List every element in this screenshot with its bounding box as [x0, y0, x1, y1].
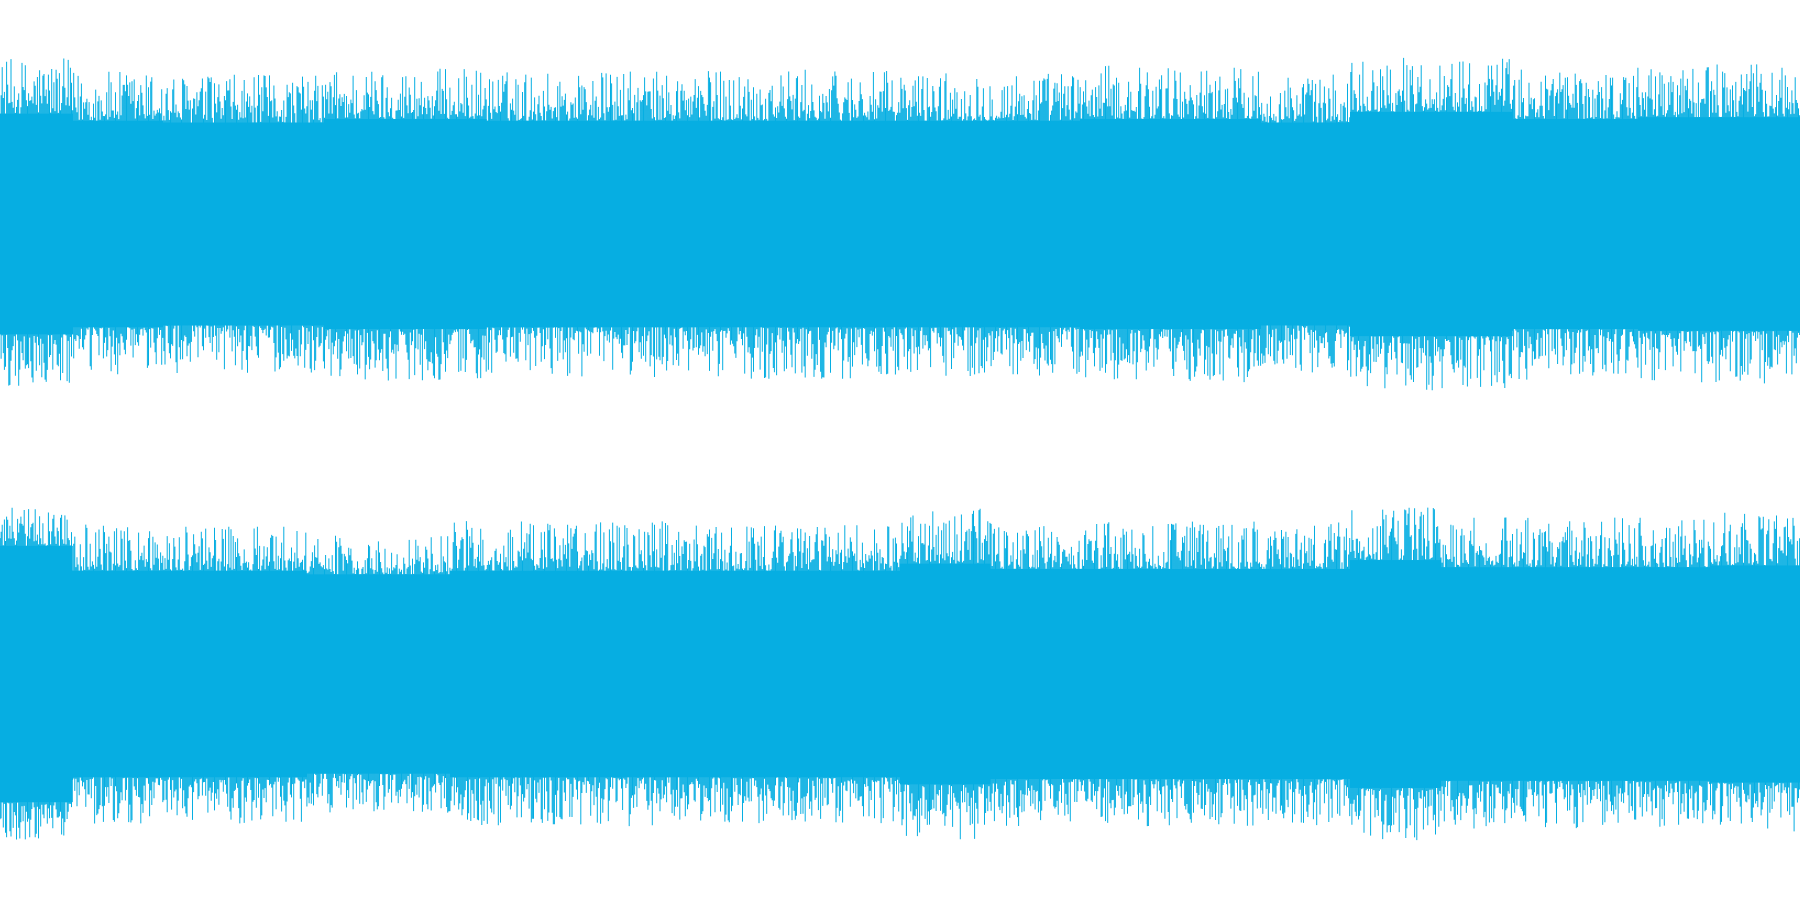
channel-1-waveform — [0, 57, 1800, 391]
channel-1-peaks — [0, 57, 1800, 391]
channel-2-waveform — [0, 507, 1800, 841]
channel-2-peaks — [0, 507, 1800, 841]
